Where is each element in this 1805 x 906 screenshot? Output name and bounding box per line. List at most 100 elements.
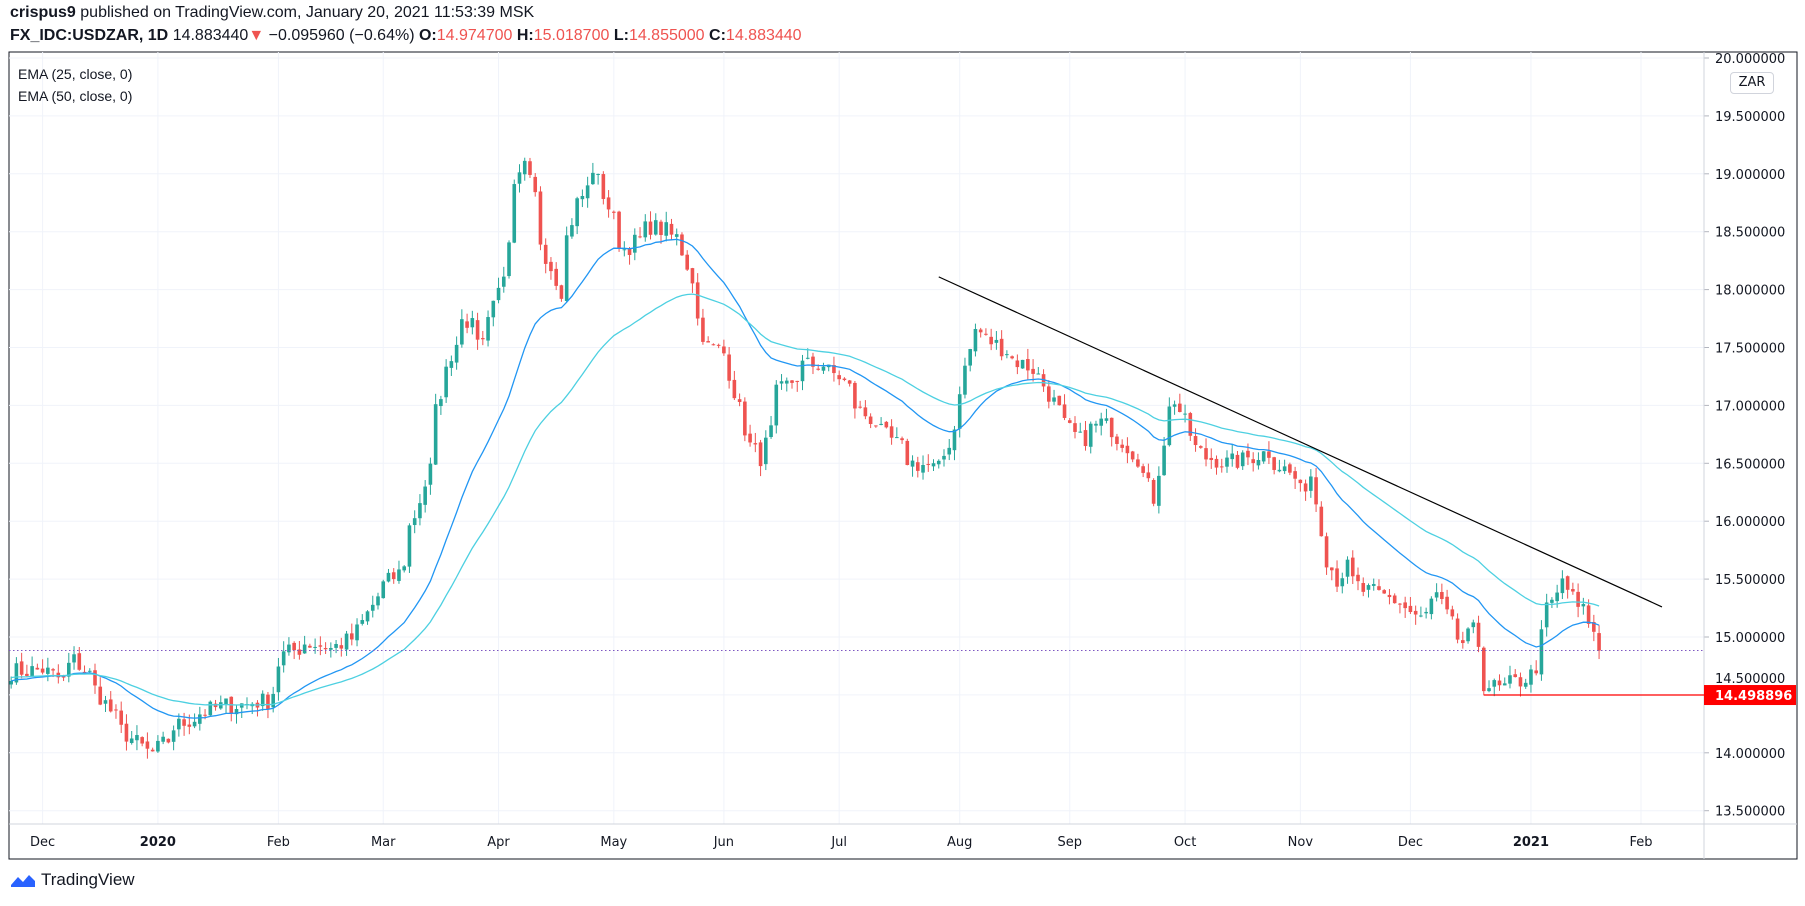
candle-body	[1508, 675, 1512, 684]
candle-body	[926, 463, 931, 465]
candle-body	[465, 321, 469, 328]
candle-body	[1445, 596, 1449, 610]
candle-body	[528, 161, 532, 175]
candle-body	[1219, 466, 1224, 468]
candle-body	[1099, 418, 1104, 426]
x-tick-label: Nov	[1288, 835, 1314, 850]
candle-body	[1424, 611, 1428, 614]
candle-body	[1586, 605, 1591, 624]
x-tick-label: May	[600, 835, 627, 850]
candle-body	[811, 356, 815, 367]
high-label: H:	[516, 27, 534, 44]
candle-body	[386, 572, 391, 582]
candle-body	[1544, 602, 1549, 628]
candle-body	[339, 645, 344, 649]
candle-body	[412, 518, 417, 526]
candle-body	[1377, 586, 1381, 590]
candle-body	[627, 248, 632, 255]
candle-body	[1225, 457, 1229, 467]
candle-body	[182, 719, 186, 726]
ema25-legend[interactable]: EMA (25, close, 0)	[18, 66, 133, 82]
candle-body	[1298, 479, 1303, 484]
candle-body	[51, 669, 55, 671]
candle-body	[1413, 610, 1418, 615]
x-tick-label: Jul	[830, 835, 847, 850]
candle-body	[591, 172, 595, 185]
candle-body	[853, 382, 857, 409]
candle-body	[1157, 475, 1161, 506]
chart-frame	[8, 51, 1798, 860]
candle-body	[454, 344, 459, 363]
candle-body	[1581, 604, 1586, 607]
candle-body	[1005, 354, 1009, 356]
candle-body	[376, 596, 380, 606]
candle-body	[680, 234, 684, 256]
candle-body	[716, 344, 721, 346]
candle-body	[1183, 413, 1187, 415]
candle-body	[323, 648, 328, 650]
x-tick-label: Feb	[267, 835, 290, 850]
candle-body	[77, 653, 82, 670]
candle-body	[931, 463, 936, 467]
candle-body	[1314, 477, 1318, 505]
candle-body	[1130, 451, 1135, 460]
candle-body	[460, 319, 464, 345]
candle-body	[973, 328, 978, 352]
candle-body	[1162, 445, 1166, 476]
x-tick-label: Oct	[1174, 835, 1196, 850]
candle-body	[863, 407, 868, 417]
candle-body	[365, 611, 370, 622]
candle-body	[1487, 688, 1491, 692]
candle-body	[1356, 574, 1360, 582]
author-name[interactable]: crispus9	[10, 4, 76, 21]
candle-body	[475, 320, 480, 340]
candle-body	[1597, 633, 1601, 651]
candle-body	[9, 681, 13, 685]
candle-body	[334, 643, 338, 648]
currency-badge[interactable]: ZAR	[1730, 72, 1774, 94]
candle-body	[1209, 457, 1214, 461]
close-value: 14.883440	[725, 27, 802, 44]
candle-body	[1125, 445, 1130, 454]
candle-body	[171, 730, 176, 742]
candle-body	[936, 460, 941, 465]
candle-body	[114, 709, 118, 711]
candle-body	[72, 654, 76, 663]
candle-body	[402, 566, 407, 571]
candle-body	[40, 668, 45, 673]
candle-body	[533, 176, 538, 193]
candle-body	[1340, 578, 1345, 587]
candle-body	[1450, 609, 1455, 617]
candle-body	[1167, 406, 1172, 446]
candle-body	[978, 329, 983, 333]
candle-body	[318, 645, 323, 647]
candle-body	[1036, 373, 1041, 375]
tradingview-logo[interactable]: TradingView	[10, 870, 135, 890]
candle-body	[915, 462, 920, 471]
candle-body	[1476, 622, 1481, 647]
y-tick-label: 19.500000	[1715, 110, 1785, 125]
candle-body	[847, 380, 852, 384]
candle-body	[145, 741, 150, 749]
candle-body	[1303, 483, 1308, 492]
x-tick-label: Jun	[713, 835, 734, 850]
candle-body	[1592, 622, 1596, 632]
candle-body	[355, 624, 359, 641]
candle-body	[554, 268, 558, 286]
candle-body	[837, 375, 841, 380]
candle-body	[999, 338, 1004, 357]
candle-body	[722, 346, 726, 354]
candle-body	[1361, 583, 1366, 592]
candle-body	[1109, 417, 1114, 438]
candle-body	[963, 365, 967, 395]
ema50-legend[interactable]: EMA (50, close, 0)	[18, 88, 133, 104]
candle-body	[308, 645, 312, 648]
candle-body	[737, 399, 742, 402]
candle-body	[559, 285, 564, 299]
candle-body	[1455, 618, 1460, 640]
x-tick-label: 2020	[140, 835, 176, 850]
candle-body	[501, 276, 506, 287]
candle-body	[1031, 368, 1035, 374]
candle-body	[1178, 403, 1182, 412]
